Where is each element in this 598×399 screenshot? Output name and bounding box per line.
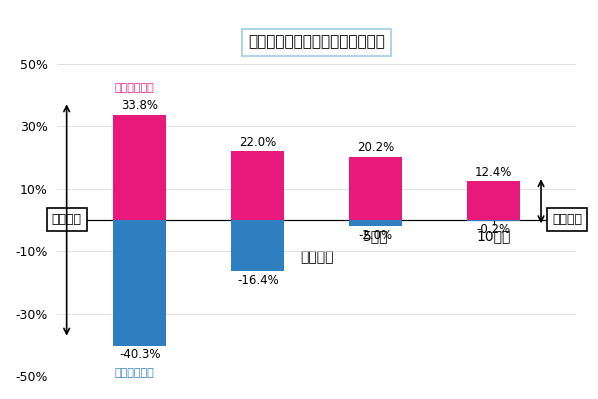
Text: 最大リターン: 最大リターン [114, 83, 154, 93]
Bar [467, 220, 520, 221]
Bar [113, 220, 166, 346]
Text: 20.2%: 20.2% [357, 142, 395, 154]
Text: 低リスク: 低リスク [552, 213, 582, 227]
X-axis label: 投資期間: 投資期間 [300, 251, 334, 265]
Bar [349, 220, 402, 226]
Text: 最小リターン: 最小リターン [114, 367, 154, 377]
Text: 株式への投資期間別年率リターン: 株式への投資期間別年率リターン [248, 35, 385, 49]
Text: 高リスク: 高リスク [51, 213, 82, 227]
Text: -40.3%: -40.3% [119, 348, 161, 361]
Bar [467, 181, 520, 220]
Text: 33.8%: 33.8% [121, 99, 158, 112]
Bar [349, 157, 402, 220]
Text: -16.4%: -16.4% [237, 274, 279, 286]
Text: 12.4%: 12.4% [475, 166, 512, 179]
Bar [231, 151, 285, 220]
Text: -2.0%: -2.0% [359, 229, 393, 242]
Bar [231, 220, 285, 271]
Bar [113, 115, 166, 220]
Text: 22.0%: 22.0% [239, 136, 276, 149]
Text: -0.2%: -0.2% [477, 223, 511, 236]
